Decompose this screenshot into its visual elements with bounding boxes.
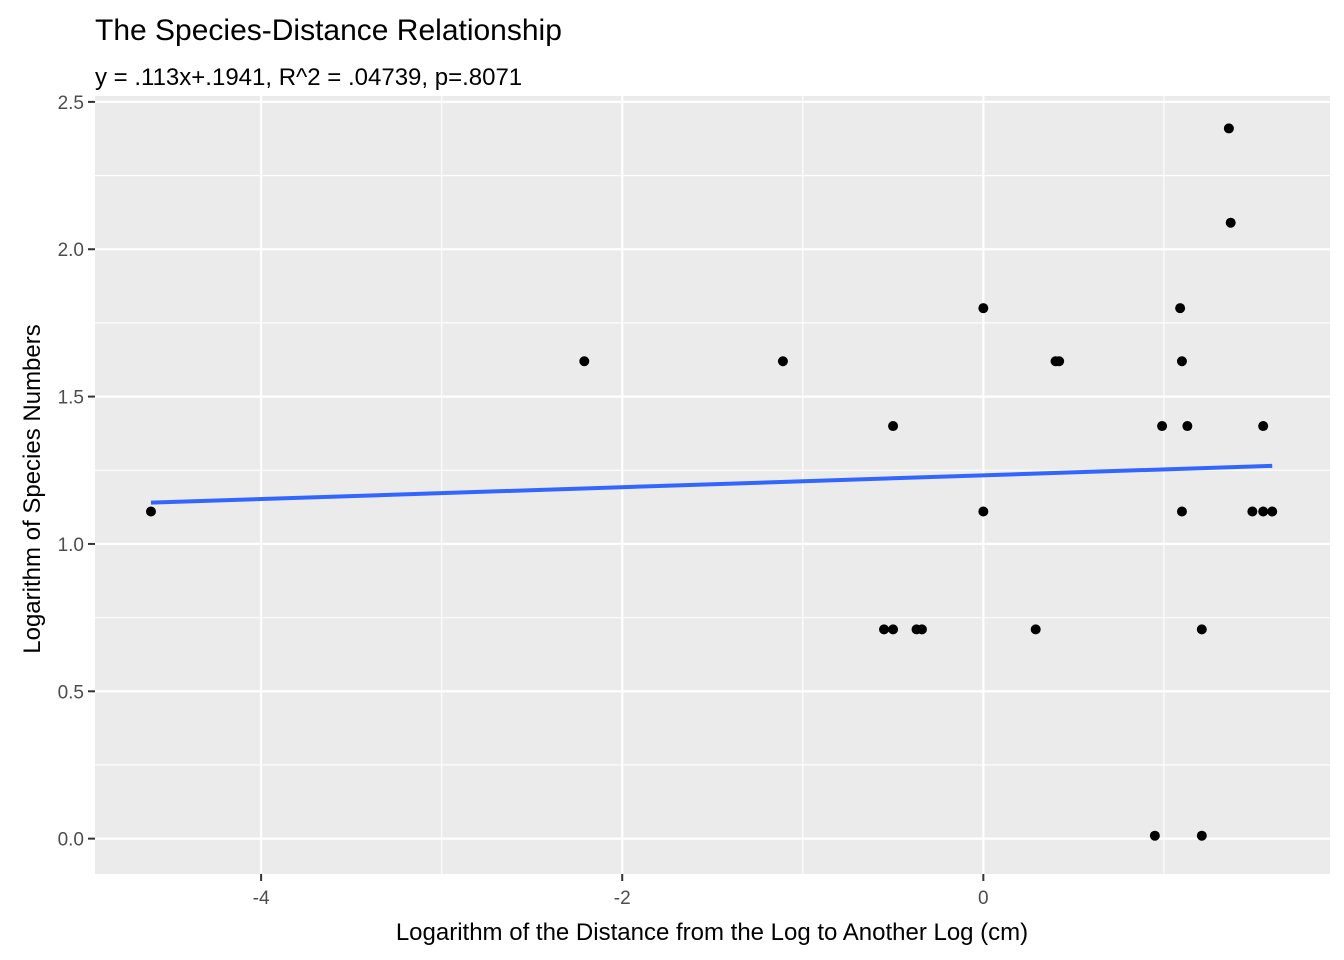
data-point: [1258, 421, 1269, 432]
data-point: [1176, 356, 1187, 367]
chart-title: The Species-Distance Relationship: [95, 14, 562, 47]
fit-line-group: [150, 463, 1273, 505]
y-tick-label: 2.5: [58, 93, 84, 114]
y-tick-label: 0.0: [58, 830, 84, 851]
data-point: [1157, 421, 1168, 432]
x-tick-label: -2: [614, 888, 631, 909]
data-points: [145, 123, 1278, 841]
data-point: [579, 356, 590, 367]
data-point: [978, 506, 989, 517]
y-tick-label: 0.5: [58, 682, 84, 703]
data-point: [1030, 624, 1041, 635]
x-tick-label: 0: [978, 888, 989, 909]
fit-line: [150, 463, 1273, 505]
data-point: [978, 303, 989, 314]
data-point: [1149, 830, 1160, 841]
data-point: [1258, 506, 1269, 517]
data-point: [1223, 123, 1234, 134]
data-point: [888, 421, 899, 432]
y-tick-label: 1.5: [58, 388, 84, 409]
data-point: [1054, 356, 1065, 367]
data-point: [1175, 303, 1186, 314]
data-point: [1225, 217, 1236, 228]
data-point: [1247, 506, 1258, 517]
data-point: [879, 624, 890, 635]
data-point: [916, 624, 927, 635]
data-point: [1196, 624, 1207, 635]
data-point: [888, 624, 899, 635]
chart-subtitle: y = .113x+.1941, R^2 = .04739, p=.8071: [95, 64, 522, 91]
y-tick-label: 1.0: [58, 535, 84, 556]
y-axis: 0.0 0.5 1.0 1.5 2.0 2.5: [58, 93, 95, 851]
data-point: [777, 356, 788, 367]
y-axis-title: Logarithm of Species Numbers: [19, 324, 46, 653]
data-point: [145, 506, 156, 517]
data-point: [1267, 506, 1278, 517]
data-point: [1182, 421, 1193, 432]
x-axis: -4 -2 0: [253, 874, 989, 909]
y-tick-label: 2.0: [58, 240, 84, 261]
data-point: [1196, 830, 1207, 841]
x-axis-title: Logarithm of the Distance from the Log t…: [396, 919, 1028, 946]
grid-major: [95, 96, 1330, 874]
x-tick-label: -4: [253, 888, 270, 909]
data-point: [1176, 506, 1187, 517]
